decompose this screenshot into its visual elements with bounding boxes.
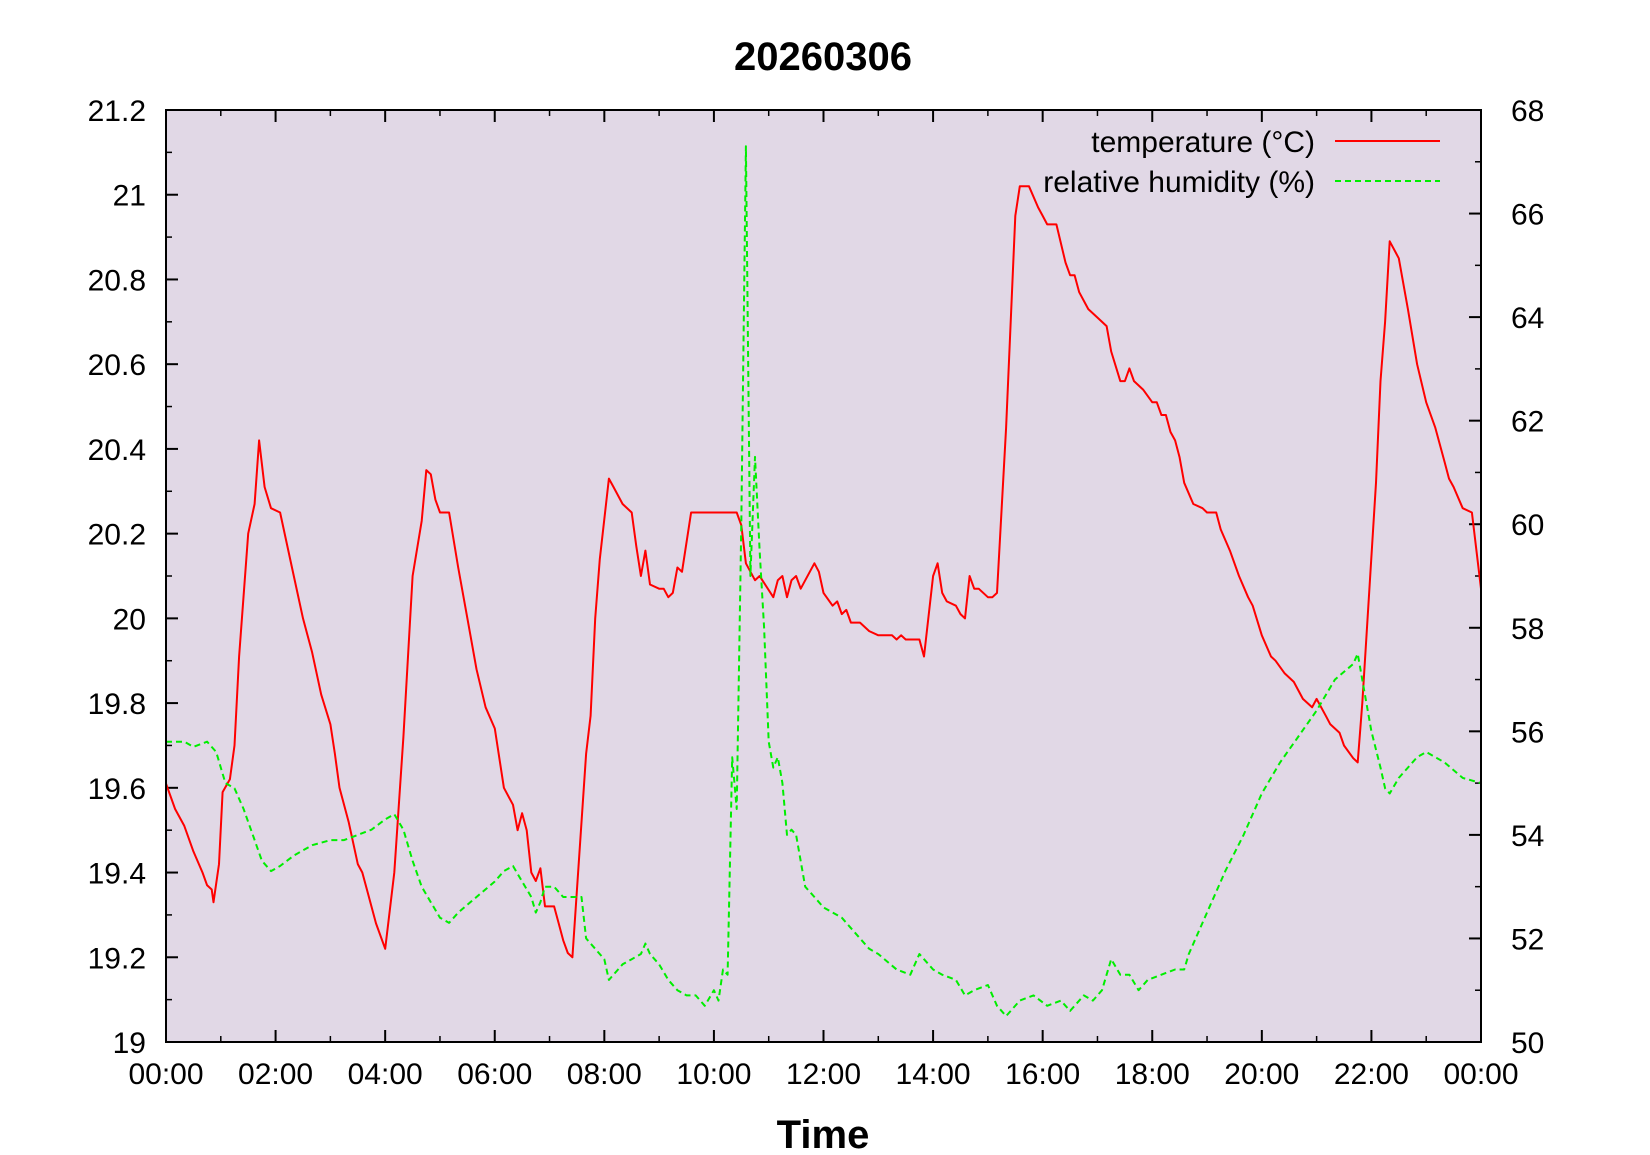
y2-tick-label: 66 (1511, 199, 1544, 232)
y2-tick-label: 58 (1511, 613, 1544, 646)
chart-title: 20260306 (734, 35, 912, 79)
y2-tick-label: 64 (1511, 302, 1544, 335)
y-tick-label: 19.6 (88, 773, 146, 806)
x-tick-label: 14:00 (896, 1058, 971, 1091)
y-tick-label: 20.4 (88, 434, 146, 467)
x-tick-label: 18:00 (1115, 1058, 1190, 1091)
y2-tick-label: 54 (1511, 820, 1544, 853)
series-line-temperature (165, 185, 1482, 959)
y-tick-label: 20.8 (88, 264, 146, 297)
x-tick-label: 04:00 (348, 1058, 423, 1091)
x-tick-label: 22:00 (1334, 1058, 1409, 1091)
legend-label: temperature (°C) (1091, 126, 1315, 159)
x-tick-label: 16:00 (1005, 1058, 1080, 1091)
x-tick-label: 00:00 (1443, 1058, 1518, 1091)
y-tick-label: 19 (113, 1027, 146, 1060)
legend: temperature (°C) relative humidity (%) (1043, 126, 1440, 199)
x-tick-label: 02:00 (238, 1058, 313, 1091)
y2-tick-label: 50 (1511, 1027, 1544, 1060)
series-layer (165, 145, 1482, 1018)
x-tick-label: 00:00 (128, 1058, 203, 1091)
y2-tick-label: 60 (1511, 509, 1544, 542)
y-tick-label: 19.8 (88, 688, 146, 721)
x-tick-label: 08:00 (567, 1058, 642, 1091)
y-tick-label: 20.6 (88, 349, 146, 382)
x-tick-label: 12:00 (786, 1058, 861, 1091)
x-axis-label: Time (777, 1113, 870, 1155)
y2-tick-label: 52 (1511, 923, 1544, 956)
x-tick-label: 10:00 (676, 1058, 751, 1091)
y2-tick-label: 56 (1511, 716, 1544, 749)
x-tick-label: 06:00 (457, 1058, 532, 1091)
y2-tick-label: 68 (1511, 95, 1544, 128)
ticks-layer: 00:00 02:00 04:00 06:00 08:00 10:00 12:00 14:00… (88, 95, 1545, 1091)
y-tick-label: 21.2 (88, 95, 146, 128)
y-tick-label: 19.2 (88, 942, 146, 975)
y-tick-label: 21 (113, 180, 146, 213)
plot-area (166, 110, 1481, 1042)
y-tick-label: 20 (113, 603, 146, 636)
plot-border (165, 109, 1482, 1043)
legend-label: relative humidity (%) (1043, 166, 1315, 199)
y-tick-label: 19.4 (88, 858, 146, 891)
series-line-humidity (166, 145, 1482, 1018)
x-tick-label: 20:00 (1224, 1058, 1299, 1091)
y2-tick-label: 62 (1511, 406, 1544, 439)
y-tick-label: 20.2 (88, 519, 146, 552)
